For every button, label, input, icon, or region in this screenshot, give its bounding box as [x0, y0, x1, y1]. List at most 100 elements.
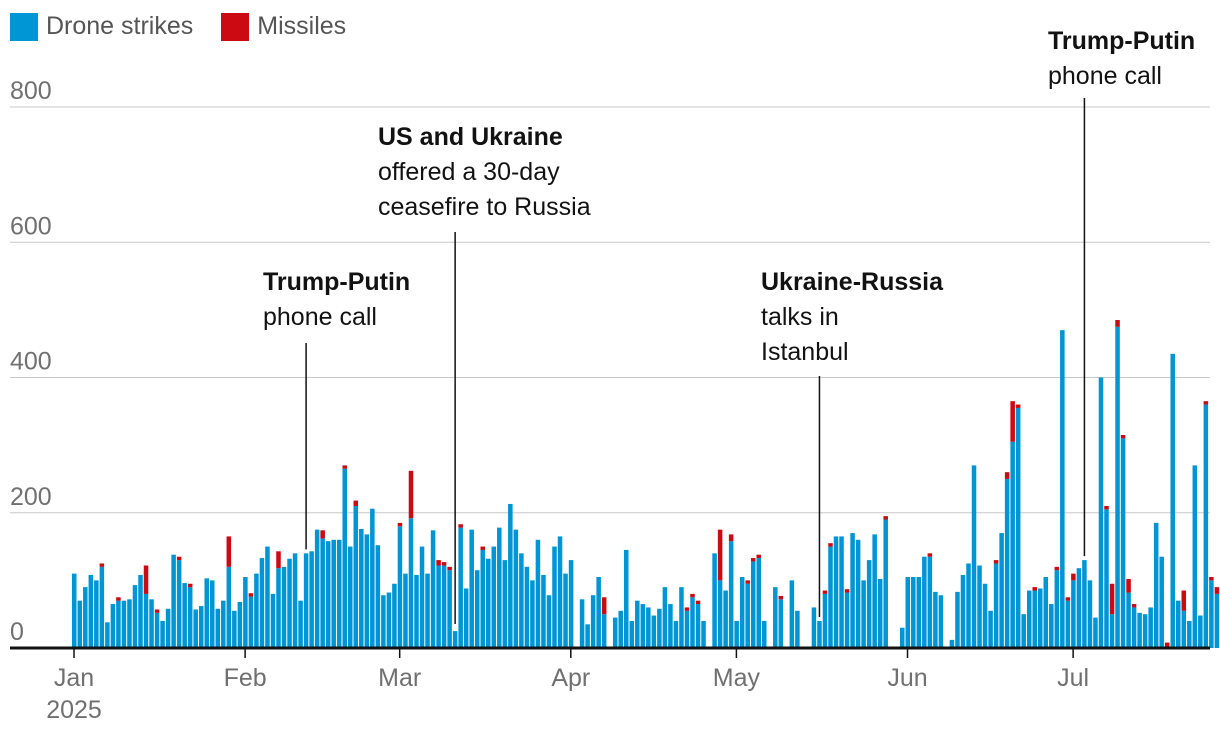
bar-drone-strikes	[844, 592, 850, 648]
bar-drone-strikes	[298, 600, 303, 648]
bar-drone-strikes	[1082, 560, 1087, 648]
bar-drone-strikes	[480, 549, 485, 648]
bar-drone-strikes	[441, 565, 447, 648]
bar-missiles	[1071, 573, 1076, 581]
bar-drone-strikes	[88, 574, 94, 648]
bar-missiles	[1065, 597, 1071, 601]
bar-missiles	[1115, 320, 1120, 327]
bar-drone-strikes	[872, 534, 877, 648]
x-tick-label: Mar	[378, 664, 421, 692]
bar-drone-strikes	[778, 599, 784, 648]
x-tick-label: May	[713, 664, 761, 692]
bar-drone-strikes	[911, 576, 916, 648]
bar-drone-strikes	[596, 576, 601, 648]
bar-drone-strikes	[237, 602, 243, 648]
bar-drone-strikes	[116, 600, 121, 648]
bar-drone-strikes	[1087, 580, 1093, 648]
bar-drone-strikes	[712, 553, 717, 648]
bar-drone-strikes	[1142, 614, 1148, 648]
annotation-istanbul-talks: Ukraine-Russia talks in Istanbul	[761, 265, 943, 370]
bar-drone-strikes	[850, 533, 855, 648]
bar-drone-strikes	[734, 620, 739, 648]
bar-drone-strikes	[392, 583, 397, 648]
annotation-line: talks in	[761, 303, 839, 331]
bar-missiles	[154, 609, 160, 613]
bar-drone-strikes	[762, 620, 767, 648]
bar-drone-strikes	[535, 539, 541, 648]
bar-drone-strikes	[430, 530, 436, 648]
bar-drone-strikes	[105, 622, 110, 648]
bar-missiles	[1010, 401, 1015, 442]
bar-drone-strikes	[1148, 607, 1153, 648]
bar-missiles	[822, 590, 828, 594]
bar-drone-strikes	[127, 599, 132, 648]
bar-missiles	[143, 565, 149, 594]
bar-drone-strikes	[171, 554, 176, 648]
annotation-line: phone call	[1048, 62, 1162, 90]
bar-missiles	[1209, 576, 1214, 581]
bar-drone-strikes	[955, 591, 960, 648]
bar-drone-strikes	[1120, 438, 1126, 648]
bar-drone-strikes	[353, 505, 359, 648]
bar-missiles	[276, 551, 281, 569]
bar-missiles	[1131, 604, 1137, 608]
x-tick-label: Jan	[54, 664, 94, 692]
bar-drone-strikes	[833, 536, 839, 648]
bar-drone-strikes	[182, 583, 187, 648]
bar-drone-strikes	[1071, 580, 1076, 648]
bar-drone-strikes	[513, 529, 519, 648]
bar-drone-strikes	[502, 560, 508, 648]
bar-missiles	[1181, 590, 1187, 611]
bar-drone-strikes	[971, 465, 977, 648]
bar-missiles	[1109, 583, 1115, 615]
bar-drone-strikes	[1038, 588, 1043, 648]
bar-missiles	[844, 589, 850, 593]
bar-drone-strikes	[1043, 576, 1049, 648]
bar-drone-strikes	[281, 566, 287, 648]
bar-drone-strikes	[563, 573, 568, 648]
bar-drone-strikes	[165, 608, 171, 648]
bar-drone-strikes	[922, 556, 927, 648]
bar-drone-strikes	[662, 587, 668, 648]
bar-drone-strikes	[1131, 607, 1137, 648]
bar-drone-strikes	[474, 570, 480, 648]
bar-drone-strikes	[866, 560, 872, 648]
bar-drone-strikes	[701, 620, 706, 648]
bar-missiles	[408, 470, 414, 519]
bar-drone-strikes	[966, 563, 971, 648]
bar-drone-strikes	[265, 546, 270, 648]
bar-drone-strikes	[927, 556, 933, 648]
bar-missiles	[447, 566, 452, 571]
bar-drone-strikes	[916, 576, 922, 648]
legend-item-missiles: Missiles	[221, 12, 346, 41]
bar-drone-strikes	[1153, 522, 1159, 648]
bar-drone-strikes	[491, 546, 497, 648]
bar-drone-strikes	[138, 574, 143, 648]
bar-missiles	[745, 580, 750, 584]
bar-drone-strikes	[601, 614, 607, 648]
bar-drone-strikes	[1159, 556, 1164, 648]
bar-drone-strikes	[624, 549, 629, 648]
bar-drone-strikes	[684, 610, 690, 648]
bar-drone-strikes	[635, 600, 640, 648]
bar-drone-strikes	[728, 541, 734, 648]
bar-drone-strikes	[1104, 509, 1109, 648]
bar-drone-strikes	[276, 568, 281, 648]
bar-drone-strikes	[811, 607, 817, 648]
bar-drone-strikes	[750, 561, 756, 648]
bar-drone-strikes	[83, 587, 88, 648]
bar-drone-strikes	[519, 553, 524, 648]
bar-missiles	[690, 593, 695, 598]
bar-missiles	[116, 597, 121, 601]
bar-drone-strikes	[259, 558, 265, 648]
bar-drone-strikes	[1049, 604, 1054, 648]
bar-drone-strikes	[1115, 326, 1120, 648]
bar-drone-strikes	[226, 566, 232, 648]
annotation-leader-lines	[305, 98, 1086, 624]
bar-drone-strikes	[668, 604, 673, 648]
bar-drone-strikes	[221, 600, 226, 648]
bar-drone-strikes	[1032, 590, 1037, 648]
x-tick-label: Apr	[551, 664, 590, 692]
bar-drone-strikes	[900, 627, 905, 648]
bar-drone-strikes	[524, 566, 530, 648]
